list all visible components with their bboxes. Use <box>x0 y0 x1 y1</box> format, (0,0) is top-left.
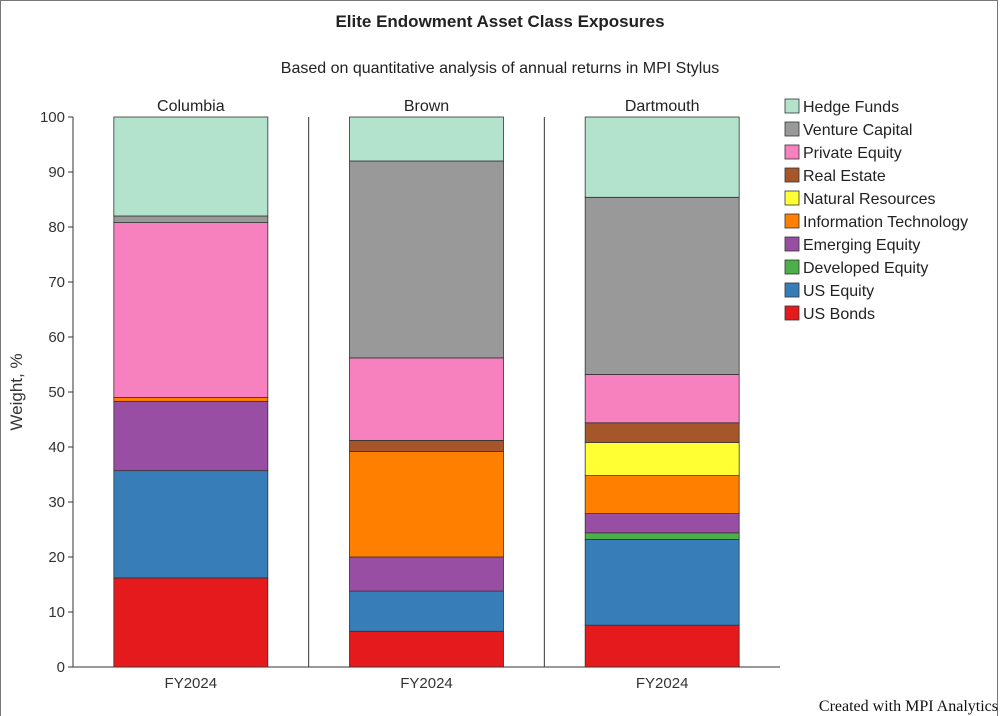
y-tick-label: 90 <box>48 164 65 181</box>
bar-segment-hedge-funds <box>584 116 740 198</box>
credit-text: Created with MPI Analytics <box>818 698 998 715</box>
bar-segment-natural-resources <box>584 442 740 477</box>
bar-segment-real-estate <box>584 422 740 443</box>
chart-subtitle: Based on quantitative analysis of annual… <box>281 60 719 77</box>
y-tick-label: 30 <box>48 494 65 511</box>
y-tick-label: 40 <box>48 439 65 456</box>
legend-label: Natural Resources <box>803 191 936 208</box>
legend-label: Private Equity <box>803 145 902 162</box>
legend-label: Information Technology <box>803 214 968 231</box>
legend-swatch <box>784 121 800 137</box>
bar-segment-us-equity <box>349 590 504 632</box>
legend-item: Developed Equity <box>784 259 928 277</box>
legend-swatch <box>784 259 800 275</box>
legend-swatch <box>784 236 800 252</box>
y-tick-label: 80 <box>48 219 65 236</box>
legend-item: US Equity <box>784 282 874 300</box>
legend-swatch <box>784 282 800 298</box>
bar-segment-hedge-funds <box>349 116 504 162</box>
y-tick-label: 100 <box>40 109 65 126</box>
legend-item: Hedge Funds <box>784 98 899 116</box>
bar-segment-emerging-equity <box>113 400 269 472</box>
legend-label: Hedge Funds <box>803 99 899 116</box>
bar-segment-information-technology <box>349 450 504 558</box>
legend-swatch <box>784 167 800 183</box>
bar-segment-emerging-equity <box>584 513 740 534</box>
bar-segment-real-estate <box>349 439 504 452</box>
y-tick-label: 70 <box>48 274 65 291</box>
bar-segment-us-bonds <box>584 624 740 668</box>
x-tick-label: FY2024 <box>165 675 218 692</box>
legend-item: Natural Resources <box>784 190 936 208</box>
panel-title: Columbia <box>157 98 225 115</box>
bar-segment-hedge-funds <box>113 116 269 217</box>
bar-segment-information-technology <box>584 475 740 514</box>
y-tick-label: 50 <box>48 384 65 401</box>
y-tick-label: 20 <box>48 549 65 566</box>
bar-segment-information-technology <box>113 397 269 402</box>
bar-segment-venture-capital <box>349 160 504 359</box>
legend-item: Emerging Equity <box>784 236 920 254</box>
bar-segment-emerging-equity <box>349 556 504 592</box>
legend-item: Venture Capital <box>784 121 912 139</box>
bar-segment-venture-capital <box>113 215 269 223</box>
legend-swatch <box>784 98 800 114</box>
legend-swatch <box>784 144 800 160</box>
bar-group-columbia: Columbia FY2024 <box>113 98 269 692</box>
legend-label: Venture Capital <box>803 122 912 139</box>
legend-item: Private Equity <box>784 144 902 162</box>
legend-label: Emerging Equity <box>803 237 920 254</box>
bars-layer: Columbia FY2024 Brown FY2024 Dartmouth FY2024 <box>113 98 740 692</box>
x-tick-label: FY2024 <box>400 675 453 692</box>
y-axis-label: Weight, % <box>7 353 26 430</box>
legend-swatch <box>784 213 800 229</box>
bar-segment-us-equity <box>113 470 269 579</box>
legend-swatch <box>784 190 800 206</box>
legend-item: Information Technology <box>784 213 968 231</box>
panel-title: Dartmouth <box>625 98 700 115</box>
legend-swatch <box>784 305 800 321</box>
legend-label: Real Estate <box>803 168 886 185</box>
bar-segment-us-equity <box>584 539 740 626</box>
y-tick-label: 10 <box>48 604 65 621</box>
legend-label: Developed Equity <box>803 260 928 277</box>
legend-item: US Bonds <box>784 305 875 323</box>
bar-segment-us-bonds <box>113 577 269 668</box>
legend-label: US Equity <box>803 283 874 300</box>
chart-title: Elite Endowment Asset Class Exposures <box>335 12 664 31</box>
bar-segment-venture-capital <box>584 196 740 375</box>
bar-segment-private-equity <box>349 357 504 441</box>
bar-segment-private-equity <box>584 373 740 424</box>
bar-group-brown: Brown FY2024 <box>349 98 504 692</box>
legend-item: Real Estate <box>784 167 886 185</box>
y-tick-label: 0 <box>57 659 65 676</box>
bar-group-dartmouth: Dartmouth FY2024 <box>584 98 740 692</box>
x-tick-label: FY2024 <box>636 675 689 692</box>
legend: Hedge Funds Venture Capital Private Equity… <box>784 98 968 323</box>
y-tick-label: 60 <box>48 329 65 346</box>
bar-segment-us-bonds <box>349 630 504 668</box>
panel-title: Brown <box>404 98 449 115</box>
bar-segment-private-equity <box>113 222 269 398</box>
legend-label: US Bonds <box>803 306 875 323</box>
bar-segment-developed-equity <box>584 532 740 540</box>
